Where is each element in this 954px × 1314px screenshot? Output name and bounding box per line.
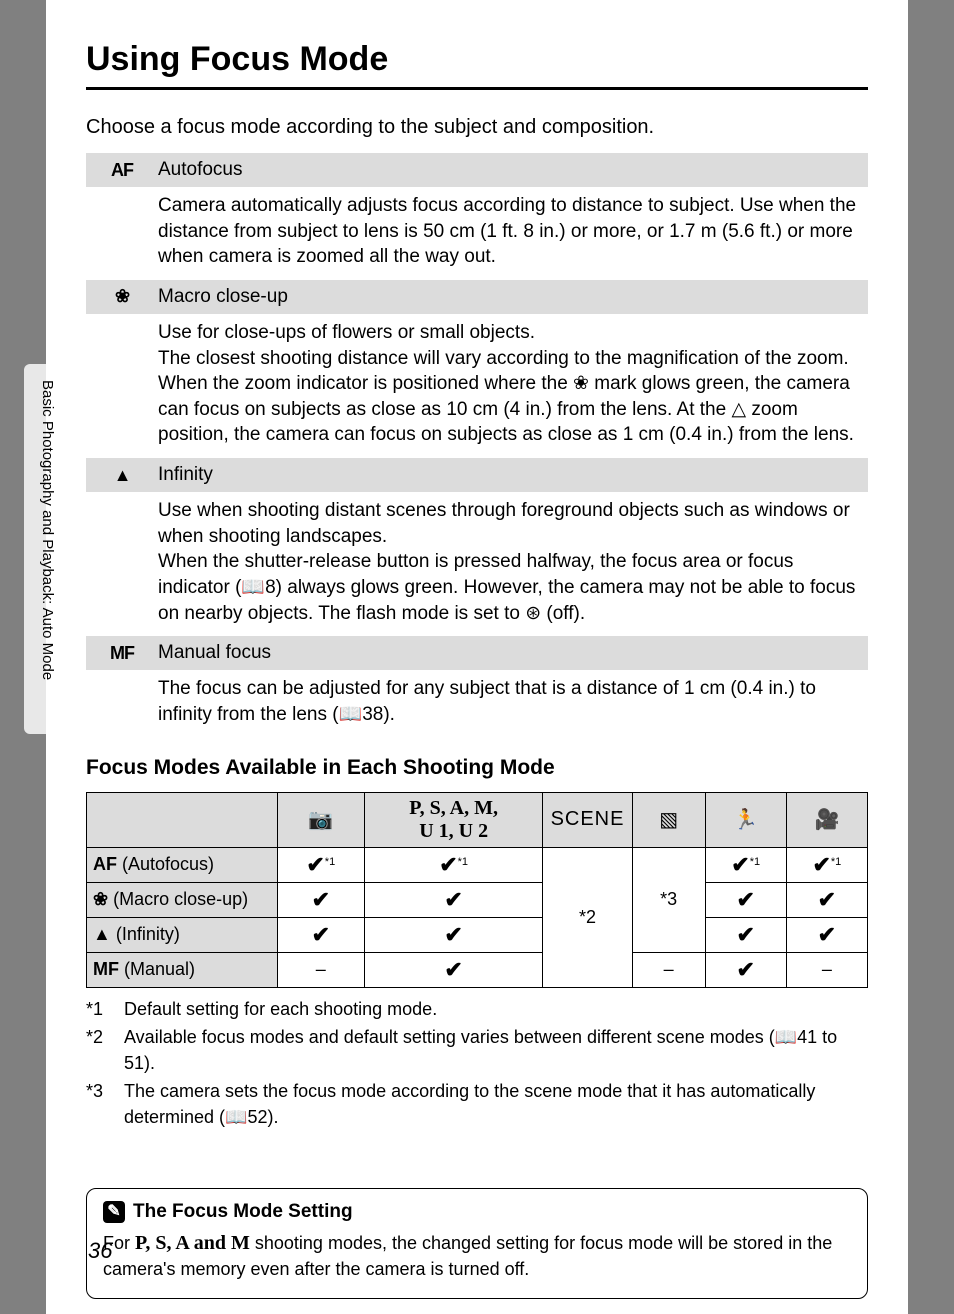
- table-row: MF (Manual) – ✔ – ✔ –: [87, 952, 868, 987]
- th-blank: [87, 792, 278, 847]
- mode-title: Infinity: [158, 464, 213, 486]
- mode-title: Autofocus: [158, 159, 243, 181]
- cell-merged-scene: *2: [543, 847, 632, 987]
- cell: ✔: [364, 952, 543, 987]
- cell: ✔: [705, 952, 786, 987]
- mode-manual: MF Manual focus The focus can be adjuste…: [86, 636, 868, 737]
- mode-infinity: ▲ Infinity Use when shooting distant sce…: [86, 458, 868, 636]
- footnote: *1 Default setting for each shooting mod…: [86, 996, 868, 1022]
- cell: –: [277, 952, 364, 987]
- sport-icon: 🏃: [733, 809, 758, 831]
- row-label: MF (Manual): [87, 952, 278, 987]
- row-label: ❀ (Macro close-up): [87, 882, 278, 917]
- footnote-num: *1: [86, 996, 124, 1022]
- table-row: ▲ (Infinity) ✔ ✔ ✔ ✔: [87, 917, 868, 952]
- cell: ✔: [277, 917, 364, 952]
- cell: ✔*1: [277, 847, 364, 882]
- cell: ✔*1: [786, 847, 867, 882]
- footnotes: *1 Default setting for each shooting mod…: [86, 996, 868, 1130]
- table-row: ❀ (Macro close-up) ✔ ✔ ✔ ✔: [87, 882, 868, 917]
- manual-page: Basic Photography and Playback: Auto Mod…: [46, 0, 908, 1314]
- mode-body: Camera automatically adjusts focus accor…: [86, 187, 868, 280]
- note-box: ✎ The Focus Mode Setting For P, S, A and…: [86, 1188, 868, 1299]
- footnote-text: Available focus modes and default settin…: [124, 1024, 868, 1076]
- th-movie: 🎥: [786, 792, 867, 847]
- mode-body: Use when shooting distant scenes through…: [86, 492, 868, 636]
- footnote-text: The camera sets the focus mode according…: [124, 1078, 868, 1130]
- th-sport: 🏃: [705, 792, 786, 847]
- title-block: Using Focus Mode: [86, 40, 868, 90]
- psam-line2: U 1, U 2: [369, 820, 539, 843]
- cell: ✔: [705, 917, 786, 952]
- mf-icon: MF: [86, 643, 158, 664]
- note-title: The Focus Mode Setting: [133, 1201, 353, 1223]
- note-title-row: ✎ The Focus Mode Setting: [103, 1201, 851, 1223]
- cell: ✔: [277, 882, 364, 917]
- footnote-num: *2: [86, 1024, 124, 1076]
- cell-merged-sceneauto: *3: [632, 847, 705, 952]
- mode-title: Manual focus: [158, 642, 271, 664]
- note-body: For P, S, A and M shooting modes, the ch…: [103, 1229, 851, 1282]
- page-number: 36: [88, 1238, 112, 1264]
- cell: ✔*1: [364, 847, 543, 882]
- row-label: ▲ (Infinity): [87, 917, 278, 952]
- movie-icon: 🎥: [814, 809, 839, 831]
- cell: –: [632, 952, 705, 987]
- intro-text: Choose a focus mode according to the sub…: [86, 116, 868, 139]
- cell: ✔*1: [705, 847, 786, 882]
- cell: ✔: [364, 917, 543, 952]
- mode-autofocus: AF Autofocus Camera automatically adjust…: [86, 153, 868, 280]
- camera-icon: 📷: [308, 809, 333, 831]
- section-side-label: Basic Photography and Playback: Auto Mod…: [38, 380, 56, 720]
- footnote-text: Default setting for each shooting mode.: [124, 996, 437, 1022]
- mode-body: Use for close-ups of flowers or small ob…: [86, 314, 868, 458]
- th-scene: SCENE: [543, 792, 632, 847]
- note-icon: ✎: [103, 1201, 125, 1223]
- table-header-row: 📷 P, S, A, M, U 1, U 2 SCENE ▧ 🏃 🎥: [87, 792, 868, 847]
- cell: –: [786, 952, 867, 987]
- focus-modes-table: 📷 P, S, A, M, U 1, U 2 SCENE ▧ 🏃 🎥 AF (A…: [86, 792, 868, 988]
- cell: ✔: [705, 882, 786, 917]
- footnote: *3 The camera sets the focus mode accord…: [86, 1078, 868, 1130]
- scene-auto-icon: ▧: [659, 809, 678, 831]
- footnote: *2 Available focus modes and default set…: [86, 1024, 868, 1076]
- page-title: Using Focus Mode: [86, 40, 868, 79]
- mode-body: The focus can be adjusted for any subjec…: [86, 670, 868, 737]
- th-auto: 📷: [277, 792, 364, 847]
- infinity-icon: ▲: [86, 465, 158, 486]
- mode-title: Macro close-up: [158, 286, 288, 308]
- af-icon: AF: [86, 160, 158, 181]
- th-scene-auto: ▧: [632, 792, 705, 847]
- table-row: AF (Autofocus) ✔*1 ✔*1 *2 *3 ✔*1 ✔*1: [87, 847, 868, 882]
- th-psam: P, S, A, M, U 1, U 2: [364, 792, 543, 847]
- row-label: AF (Autofocus): [87, 847, 278, 882]
- mode-macro: ❀ Macro close-up Use for close-ups of fl…: [86, 280, 868, 458]
- subheading: Focus Modes Available in Each Shooting M…: [86, 756, 868, 780]
- cell: ✔: [364, 882, 543, 917]
- psam-line1: P, S, A, M,: [369, 797, 539, 820]
- cell: ✔: [786, 882, 867, 917]
- macro-icon: ❀: [86, 286, 158, 307]
- scene-label: SCENE: [551, 808, 625, 830]
- cell: ✔: [786, 917, 867, 952]
- footnote-num: *3: [86, 1078, 124, 1130]
